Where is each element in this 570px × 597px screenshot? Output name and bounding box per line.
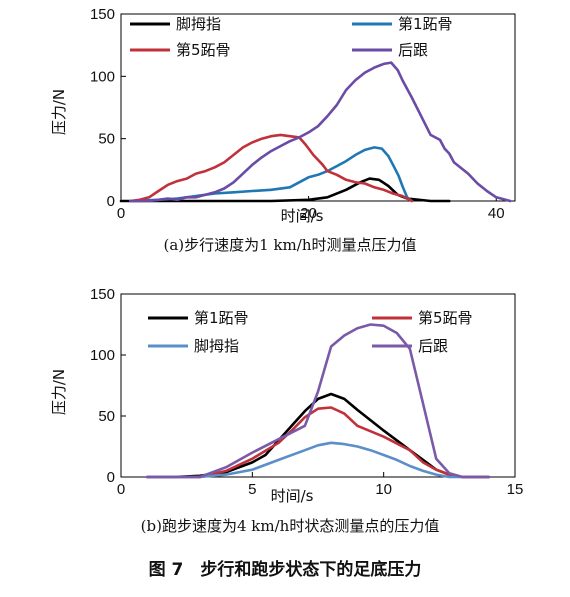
chart-b-xlabel: 时间/s xyxy=(271,487,314,505)
legend-label: 后跟 xyxy=(418,337,448,355)
series-line-4 xyxy=(129,61,512,203)
y-tick-label: 0 xyxy=(107,193,115,210)
legend-label: 脚拇指 xyxy=(194,337,239,355)
figure-title: 图 7 步行和跑步状态下的足底压力 xyxy=(149,559,422,580)
series-line-1 xyxy=(146,392,490,479)
x-tick-label: 15 xyxy=(507,481,524,498)
legend-label: 后跟 xyxy=(398,41,428,59)
chart-a: 0 20 40 0 50 100 150 时间/s 压力/N (a)步行速度为1 km/h时… xyxy=(50,6,516,254)
chart-b-ylabel: 压力/N xyxy=(50,369,68,415)
chart-a-axes: 0 20 40 0 50 100 150 xyxy=(90,6,505,222)
legend-label: 第1跖骨 xyxy=(194,309,249,327)
y-tick-label: 150 xyxy=(90,6,115,23)
chart-b-plot-frame xyxy=(120,293,516,478)
y-tick-label: 150 xyxy=(90,286,115,303)
legend-label: 第5跖骨 xyxy=(418,309,473,327)
y-tick-label: 100 xyxy=(90,68,115,85)
chart-a-lines xyxy=(119,61,512,203)
chart-a-plot-frame xyxy=(120,13,516,202)
series-line-3 xyxy=(146,441,464,479)
series-line-2 xyxy=(129,146,414,203)
legend-label: 第1跖骨 xyxy=(398,15,453,33)
legend-label: 脚拇指 xyxy=(176,15,221,33)
x-tick-label: 10 xyxy=(375,481,392,498)
chart-b-caption: (b)跑步速度为4 km/h时状态测量点的压力值 xyxy=(141,517,440,535)
x-tick-label: 5 xyxy=(248,481,256,498)
x-tick-label: 20 xyxy=(300,205,317,222)
y-tick-label: 50 xyxy=(98,131,115,148)
y-tick-label: 0 xyxy=(107,469,115,486)
y-tick-label: 50 xyxy=(98,408,115,425)
chart-b-lines xyxy=(146,323,490,479)
chart-a-xlabel: 时间/s xyxy=(281,207,324,225)
x-tick-label: 40 xyxy=(488,205,505,222)
x-tick-label: 0 xyxy=(117,205,125,222)
chart-a-caption: (a)步行速度为1 km/h时测量点压力值 xyxy=(164,236,417,254)
series-line-3 xyxy=(129,133,414,203)
x-tick-label: 0 xyxy=(117,481,125,498)
series-line-2 xyxy=(146,406,490,479)
chart-a-ylabel: 压力/N xyxy=(50,89,68,135)
y-tick-label: 100 xyxy=(90,347,115,364)
legend-label: 第5跖骨 xyxy=(176,41,231,59)
series-line-4 xyxy=(146,323,490,479)
